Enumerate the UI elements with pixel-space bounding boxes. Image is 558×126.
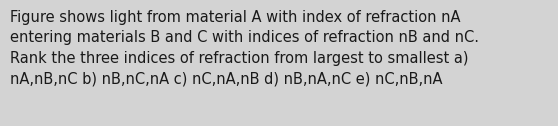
Text: Figure shows light from material A with index of refraction nA
entering material: Figure shows light from material A with … xyxy=(10,10,479,86)
